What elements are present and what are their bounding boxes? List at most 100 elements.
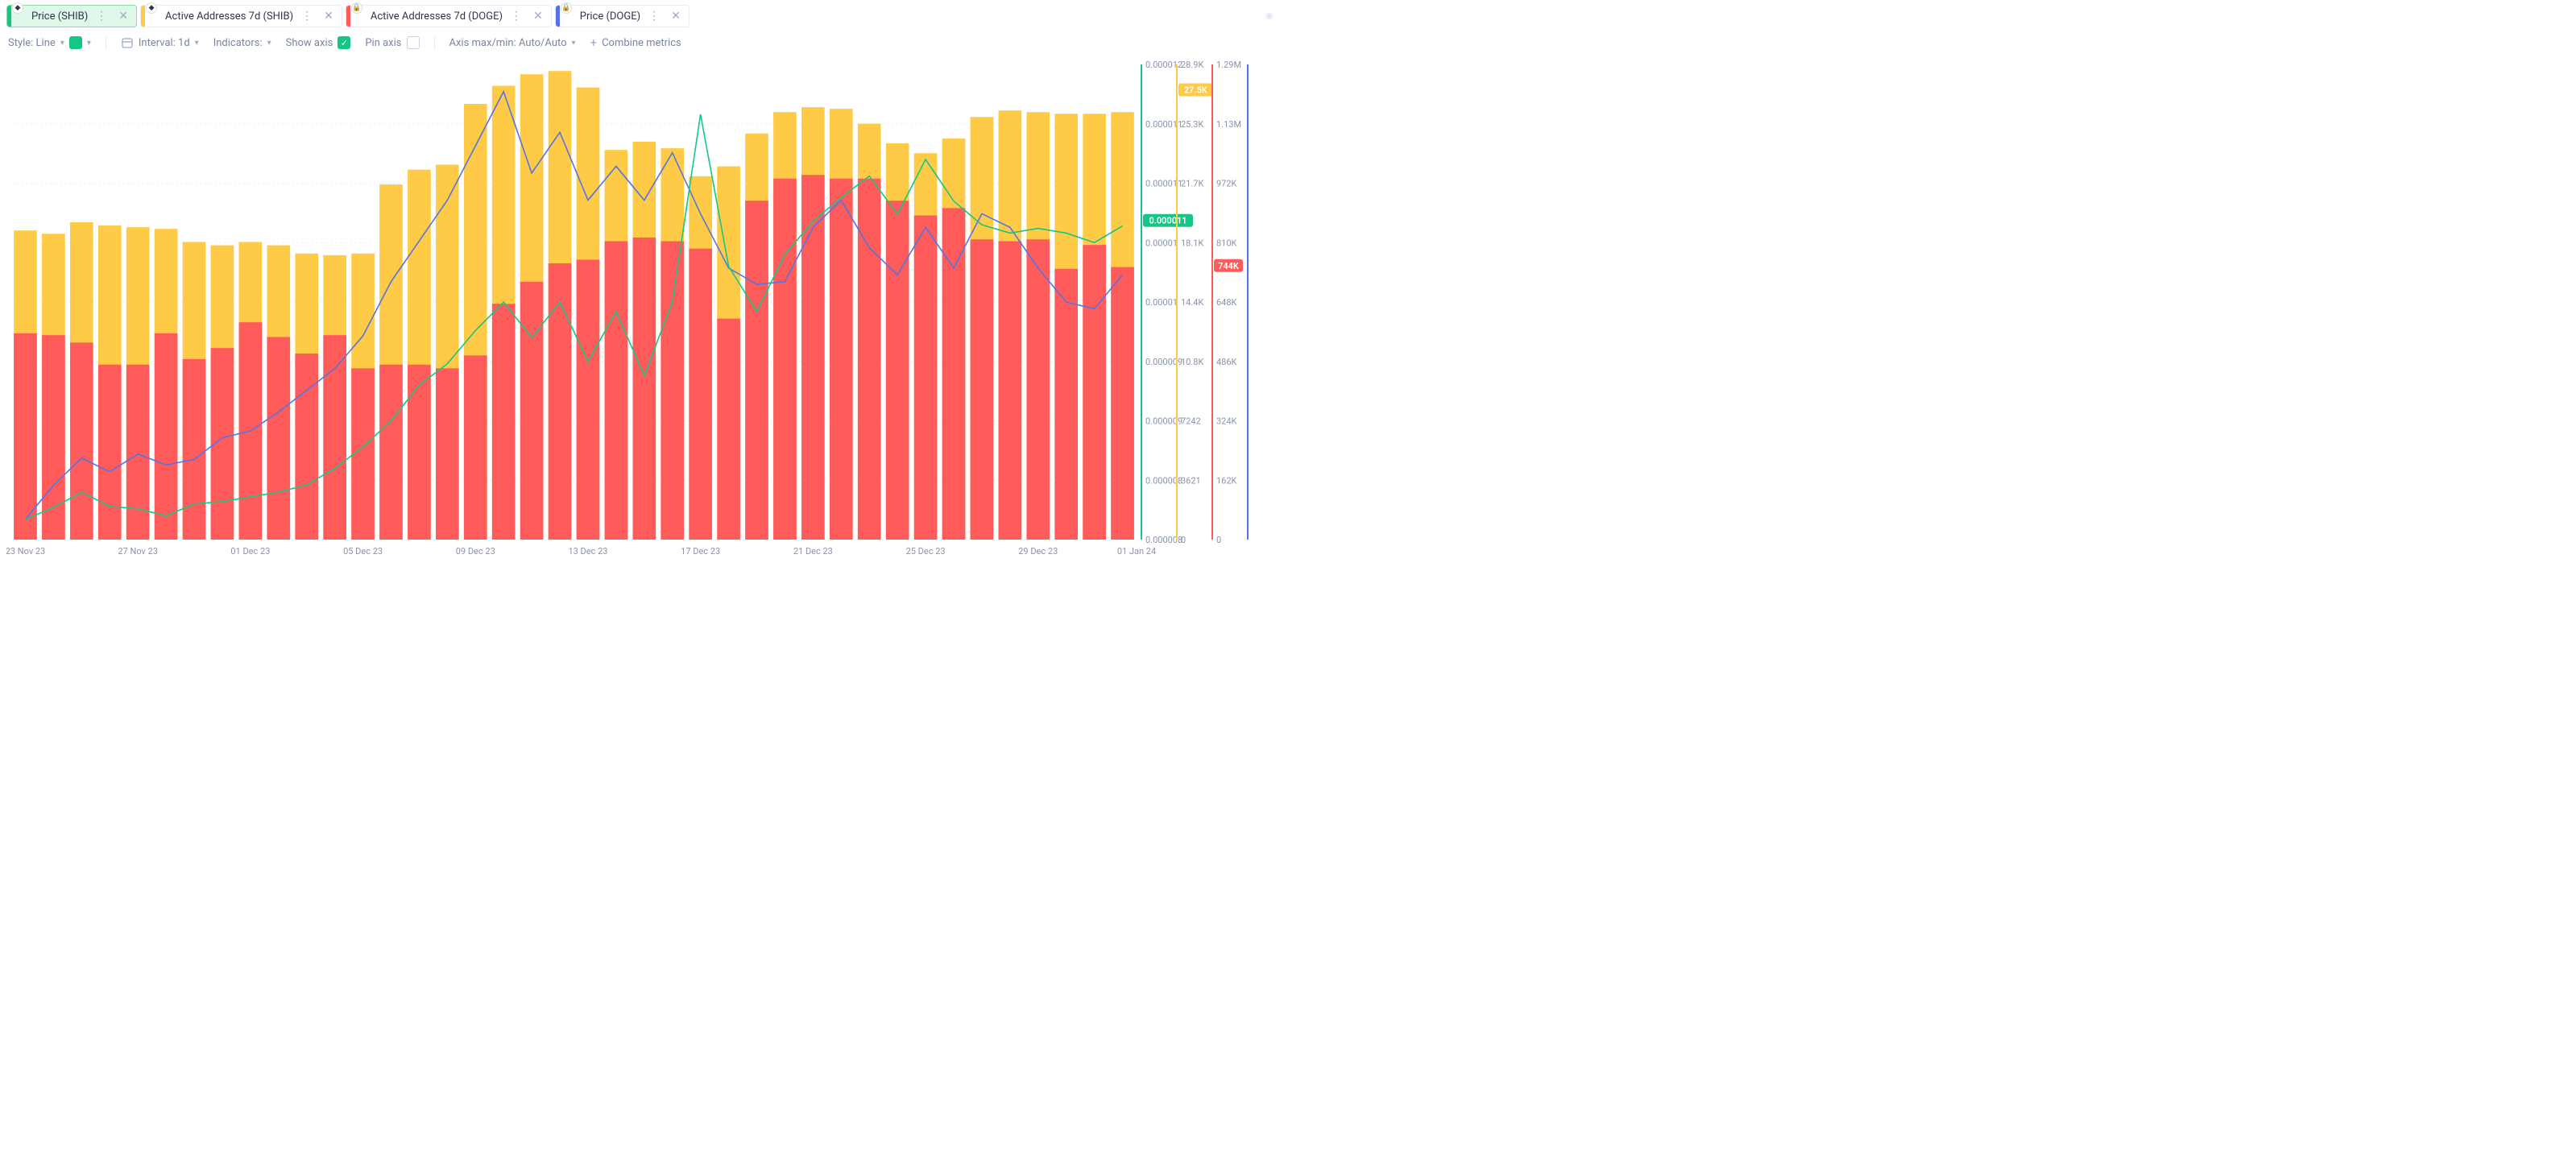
- bar-red: [605, 242, 628, 540]
- plus-icon: +: [590, 35, 598, 50]
- x-tick-label: 13 Dec 23: [568, 546, 607, 557]
- bar-red: [1111, 267, 1134, 540]
- y-tick-label: 162K: [1216, 475, 1237, 486]
- y-tick-label: 810K: [1216, 238, 1237, 248]
- axis-value-badge-text: 744K: [1218, 261, 1240, 271]
- x-tick-label: 09 Dec 23: [456, 546, 495, 557]
- metric-chip-aa-doge[interactable]: 🔒 Active Addresses 7d (DOGE) ⋮ ✕: [346, 5, 552, 27]
- bar-red: [1083, 245, 1106, 540]
- bar-red: [70, 342, 93, 540]
- y-tick-label: 21.7K: [1181, 179, 1203, 189]
- x-tick-label: 29 Dec 23: [1018, 546, 1058, 557]
- chip-color-bar: [556, 6, 560, 27]
- bar-red: [661, 242, 684, 540]
- axis-minmax-selector[interactable]: Axis max/min: Auto/Auto ▾: [449, 37, 576, 49]
- bar-red: [830, 179, 853, 540]
- bar-red: [577, 259, 600, 540]
- axis-value-badge-text: 0.000011: [1149, 216, 1187, 226]
- bar-red: [745, 201, 768, 540]
- bar-red: [549, 263, 572, 540]
- style-selector[interactable]: Style: Line ▾ ▾: [8, 36, 91, 49]
- chip-label: Price (SHIB): [28, 10, 88, 23]
- checkbox-unchecked-icon: [407, 36, 420, 49]
- bar-red: [98, 365, 122, 540]
- chip-menu-icon[interactable]: ⋮: [298, 10, 316, 23]
- chip-color-bar: [7, 6, 11, 27]
- line-style-swatch: [69, 36, 82, 49]
- bar-red: [379, 365, 403, 540]
- y-tick-label: 1.13M: [1216, 119, 1241, 130]
- bar-red: [520, 282, 544, 540]
- y-tick-label: 0: [1181, 535, 1186, 545]
- bar-red: [1054, 269, 1078, 540]
- show-axis-label: Show axis: [286, 37, 333, 49]
- bar-red: [464, 355, 487, 540]
- y-tick-label: 0.00001: [1145, 297, 1178, 308]
- chip-asset-icon: 🔒: [351, 2, 362, 14]
- bar-red: [801, 175, 825, 540]
- chip-label: Active Addresses 7d (DOGE): [367, 10, 503, 23]
- bar-red: [971, 239, 994, 540]
- y-tick-label: 25.3K: [1181, 119, 1203, 130]
- chip-close-icon[interactable]: ✕: [115, 10, 131, 23]
- y-tick-label: 7242: [1181, 416, 1201, 427]
- chip-asset-icon: ◆: [12, 2, 23, 14]
- bar-red: [155, 333, 178, 540]
- bar-red: [295, 354, 318, 540]
- y-tick-label: 324K: [1216, 416, 1237, 427]
- y-tick-label: 3621: [1181, 475, 1201, 486]
- bar-red: [126, 365, 150, 540]
- chip-close-icon[interactable]: ✕: [321, 10, 337, 23]
- metric-chip-price-shib[interactable]: ◆ Price (SHIB) ⋮ ✕: [6, 5, 137, 27]
- bar-red: [408, 365, 431, 540]
- bar-red: [689, 249, 712, 540]
- chip-close-icon[interactable]: ✕: [530, 10, 546, 23]
- calendar-icon: [121, 36, 134, 49]
- metric-chip-price-doge[interactable]: 🔒Price (DOGE)⋮✕: [555, 5, 690, 27]
- separator: [434, 35, 435, 50]
- bar-red: [858, 179, 881, 540]
- y-tick-label: 10.8K: [1181, 357, 1203, 367]
- chevron-down-icon: ▾: [195, 39, 199, 48]
- chip-close-icon[interactable]: ✕: [668, 10, 684, 23]
- chart-toolbar: Style: Line ▾ ▾ Interval: 1d ▾ Indicator…: [0, 32, 1288, 53]
- interval-label: Interval: 1d: [139, 37, 190, 49]
- bar-red: [42, 335, 65, 540]
- bar-red: [183, 359, 206, 540]
- chip-menu-icon[interactable]: ⋮: [93, 10, 110, 23]
- style-label: Style: Line: [8, 37, 56, 49]
- bar-red: [717, 319, 740, 540]
- interval-selector[interactable]: Interval: 1d ▾: [121, 36, 199, 49]
- chip-menu-icon[interactable]: ⋮: [507, 10, 525, 23]
- bar-red: [267, 337, 290, 540]
- bar-red: [1026, 239, 1050, 540]
- combine-label: Combine metrics: [602, 37, 681, 49]
- chip-color-bar: [346, 6, 350, 27]
- metrics-chart[interactable]: 23 Nov 23 27 Nov 23 01 Dec 23 05 Dec 23 09 D…: [6, 56, 1282, 572]
- chip-menu-icon[interactable]: ⋮: [645, 10, 663, 23]
- y-tick-label: 0.00001: [1145, 238, 1178, 248]
- y-tick-label: 486K: [1216, 357, 1237, 367]
- chip-asset-icon: ◆: [146, 2, 157, 14]
- x-tick-label: 27 Nov 23: [118, 546, 158, 557]
- x-tick-label: 21 Dec 23: [793, 546, 833, 557]
- x-tick-label: 17 Dec 23: [681, 546, 720, 557]
- chevron-down-icon: ▾: [267, 39, 271, 48]
- x-tick-label: 05 Dec 23: [343, 546, 383, 557]
- x-tick-label: 23 Nov 23: [6, 546, 45, 557]
- chart-container: 23 Nov 23 27 Nov 23 01 Dec 23 05 Dec 23 09 D…: [6, 56, 1282, 572]
- y-tick-label: 14.4K: [1181, 297, 1203, 308]
- metric-chips-row: ◆Price (SHIB)⋮✕◆Active Addresses 7d (SHI…: [0, 0, 1288, 32]
- y-tick-label: 18.1K: [1181, 238, 1203, 248]
- show-axis-toggle[interactable]: Show axis ✓: [286, 36, 351, 49]
- y-tick-label: 1.29M: [1216, 60, 1241, 70]
- indicators-selector[interactable]: Indicators: ▾: [213, 37, 271, 49]
- combine-metrics-button[interactable]: + Combine metrics: [590, 35, 681, 50]
- bar-red: [773, 179, 797, 540]
- x-tick-label: 01 Dec 23: [230, 546, 270, 557]
- bar-red: [492, 304, 516, 540]
- pin-axis-toggle[interactable]: Pin axis: [365, 36, 419, 49]
- chevron-down-icon: ▾: [60, 39, 64, 48]
- chip-asset-icon: 🔒: [561, 2, 572, 14]
- metric-chip-aa-shib[interactable]: ◆Active Addresses 7d (SHIB)⋮✕: [140, 5, 342, 27]
